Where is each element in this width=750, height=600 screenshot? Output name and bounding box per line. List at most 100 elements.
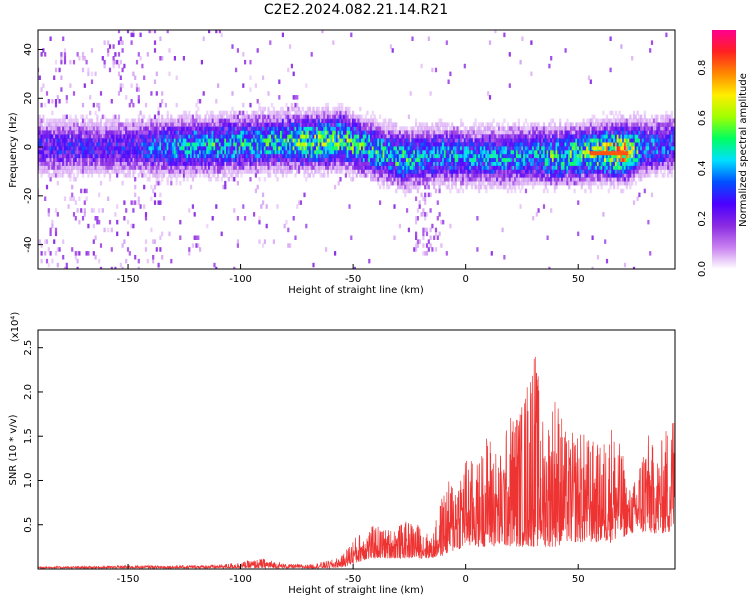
spectrogram-cell: [434, 141, 438, 147]
spectrogram-cell: [528, 177, 531, 182]
spectrogram-cell: [281, 32, 284, 38]
spectrogram-cell: [231, 44, 234, 49]
spectrogram-cell: [65, 134, 68, 139]
spectrogram-cell: [199, 130, 202, 135]
spectrogram-cell: [357, 141, 360, 147]
spectrogram-cell: [58, 247, 61, 252]
spectrogram-cell: [494, 153, 497, 159]
spectrogram-cell: [108, 149, 112, 155]
spectrogram-cell: [162, 118, 166, 123]
spectrogram-cell: [112, 138, 115, 143]
spectrogram-cell: [523, 169, 526, 174]
spectrogram-cell: [168, 145, 171, 151]
spectrogram-cell: [406, 208, 409, 213]
spectrogram-cell: [325, 165, 328, 170]
spectrogram-cell: [388, 165, 391, 170]
spectrogram-cell: [368, 141, 371, 147]
spectrogram-cell: [49, 138, 52, 143]
spectrogram-cell: [253, 118, 256, 123]
spectrogram-cell: [139, 157, 142, 162]
spectrogram-cell: [335, 141, 338, 147]
spectrogram-cell: [209, 161, 212, 166]
spectrogram-cell: [454, 173, 457, 178]
spectrogram-cell: [81, 161, 85, 166]
spectrogram-cell: [202, 141, 205, 147]
spectrogram-cell: [359, 130, 362, 135]
spectrogram-cell: [190, 134, 193, 139]
spectrogram-cell: [146, 169, 149, 174]
spectrogram-cell: [400, 149, 403, 155]
spectrogram-cell: [308, 157, 311, 162]
spectrogram-cell: [411, 184, 414, 190]
spectrogram-cell: [161, 149, 164, 155]
spectrogram-cell: [292, 216, 295, 221]
spectrogram-cell: [235, 138, 238, 143]
spectrogram-cell: [58, 134, 61, 139]
spectrogram-cell: [152, 126, 155, 131]
spectrogram-cell: [479, 153, 483, 159]
spectrogram-cell: [157, 118, 160, 123]
spectrogram-cell: [184, 114, 187, 120]
spectrogram-cell: [292, 126, 295, 131]
spectrogram-cell: [436, 134, 439, 139]
spectrogram-cell: [418, 126, 421, 131]
spectrogram-cell: [235, 173, 238, 178]
spectrogram-cell: [65, 99, 68, 104]
spectrogram-cell: [521, 138, 524, 143]
spectrogram-cell: [155, 145, 158, 151]
spectrogram-cell: [65, 266, 68, 269]
spectrogram-cell: [62, 36, 65, 41]
spectrogram-cell: [433, 157, 436, 162]
spectrogram-cell: [281, 114, 284, 120]
spectrogram-cell: [153, 165, 157, 170]
spectrogram-cell: [38, 188, 40, 194]
spectrogram-cell: [310, 145, 313, 151]
spectrogram-cell: [99, 266, 103, 269]
spectrogram-cell: [258, 141, 261, 147]
spectrogram-cell: [317, 122, 320, 127]
spectrogram-cell: [281, 141, 284, 147]
spectrogram-cell: [211, 169, 214, 174]
spectrogram-cell: [506, 130, 510, 135]
spectrogram-cell: [382, 184, 385, 190]
spectrogram-cell: [438, 231, 441, 237]
spectrogram-cell: [485, 149, 488, 155]
spectrogram-cell: [285, 110, 288, 116]
spectrogram-cell: [424, 227, 427, 233]
spectrogram-cell: [413, 138, 416, 143]
spectrogram-cell: [161, 153, 164, 159]
spectrogram-cell: [99, 149, 103, 155]
spectrogram-cell: [217, 161, 220, 166]
spectrogram-cell: [272, 169, 275, 174]
spectrogram-cell: [483, 126, 486, 131]
spectrogram-cell: [290, 161, 293, 166]
spectrogram-cell: [173, 134, 176, 139]
spectrogram-cell: [483, 173, 486, 178]
spectrogram-cell: [87, 157, 90, 162]
spectrogram-cell: [65, 165, 68, 170]
spectrogram-cell: [415, 231, 418, 237]
spectrogram-cell: [58, 169, 61, 174]
spectrogram-cell: [103, 169, 106, 174]
spectrogram-cell: [40, 87, 43, 92]
spectrogram-cell: [420, 161, 423, 166]
spectrogram-cell: [319, 169, 322, 174]
spectrogram-cell: [443, 157, 447, 162]
spectrogram-cell: [244, 130, 247, 135]
spectrogram-cell: [54, 149, 58, 155]
spectrogram-cell: [512, 180, 515, 186]
spectrogram-cell: [343, 157, 346, 162]
spectrogram-cell: [271, 149, 274, 155]
spectrogram-cell: [379, 161, 382, 166]
spectrogram-cell: [256, 169, 259, 174]
spectrogram-cell: [362, 145, 365, 151]
spectrogram-cell: [472, 177, 475, 182]
spectrogram-cell: [112, 118, 115, 123]
spectrogram-cell: [497, 141, 501, 147]
spectrogram-cell: [454, 130, 457, 135]
spectrogram-cell: [391, 165, 394, 170]
spectrogram-cell: [172, 138, 175, 143]
spectrogram-cell: [532, 122, 535, 127]
spectrogram-cell: [456, 157, 459, 162]
spectrogram-cell: [487, 145, 490, 151]
